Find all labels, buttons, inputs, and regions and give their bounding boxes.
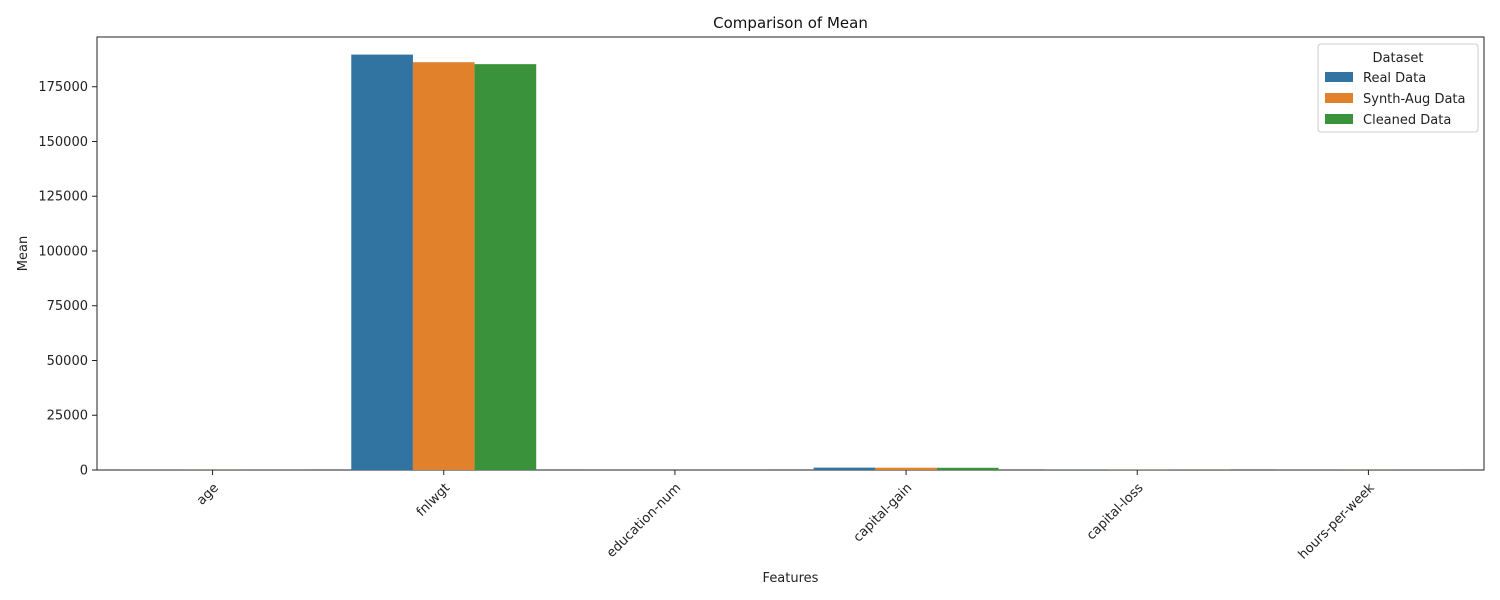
y-axis: 0 25000 50000 75000 100000 125000 150000 175000 bbox=[38, 80, 97, 479]
y-tick-label: 150000 bbox=[38, 135, 88, 150]
y-tick-label: 175000 bbox=[38, 80, 88, 95]
legend-label: Real Data bbox=[1363, 71, 1426, 86]
bar-real-data-fnlwgt bbox=[351, 54, 413, 471]
y-tick-label: 75000 bbox=[47, 299, 88, 314]
legend-swatch bbox=[1325, 93, 1353, 103]
legend-title: Dataset bbox=[1373, 51, 1424, 66]
y-tick-label: 0 bbox=[80, 464, 88, 479]
bars bbox=[120, 54, 1461, 471]
axes-frame bbox=[96, 36, 1485, 471]
y-tick-label: 50000 bbox=[47, 354, 88, 369]
x-axis: age fnlwgt education-num capital-gain capita… bbox=[194, 470, 1378, 563]
x-tick-label: capital-gain bbox=[851, 481, 916, 546]
y-tick-label: 25000 bbox=[47, 409, 88, 424]
bar-cleaned-data-fnlwgt bbox=[474, 64, 537, 470]
bar-cleaned-data-capital-gain bbox=[936, 467, 999, 470]
legend-box bbox=[1317, 43, 1479, 133]
x-tick-label: age bbox=[194, 481, 222, 509]
bar-synth-aug-data-capital-gain bbox=[875, 467, 937, 470]
x-tick-label: hours-per-week bbox=[1296, 480, 1378, 562]
legend-swatch bbox=[1325, 114, 1353, 124]
y-axis-label: Mean bbox=[16, 236, 31, 271]
x-tick-label: capital-loss bbox=[1084, 481, 1147, 544]
bar-synth-aug-data-fnlwgt bbox=[412, 62, 475, 470]
plot-area bbox=[96, 36, 1485, 471]
x-tick-label: fnlwgt bbox=[414, 481, 453, 520]
y-tick-label: 125000 bbox=[38, 190, 88, 205]
bar-real-data-capital-gain bbox=[813, 467, 876, 470]
legend-label: Synth-Aug Data bbox=[1363, 92, 1465, 107]
legend: Dataset Real Data Synth-Aug Data Cleaned D… bbox=[1317, 43, 1479, 133]
y-tick-label: 100000 bbox=[38, 244, 88, 259]
x-tick-label: education-num bbox=[604, 481, 684, 561]
legend-label: Cleaned Data bbox=[1363, 113, 1451, 128]
chart-title: Comparison of Mean bbox=[713, 14, 868, 32]
legend-swatch bbox=[1325, 72, 1353, 82]
x-axis-label: Features bbox=[763, 571, 819, 586]
